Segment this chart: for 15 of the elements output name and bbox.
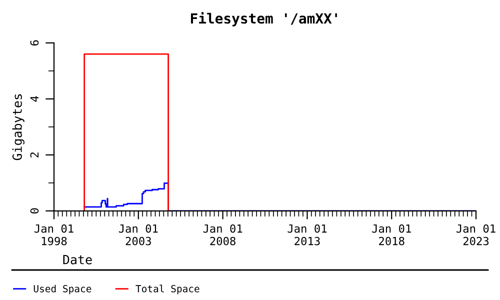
y-tick-label: 2 xyxy=(30,152,38,158)
y-tick-label: 0 xyxy=(30,208,39,214)
x-tick-label: Jan 01 2003 xyxy=(118,224,158,246)
y-axis-title: Gigabytes xyxy=(12,94,24,160)
x-tick-label: Jan 01 2023 xyxy=(456,224,496,246)
legend-label: Used Space xyxy=(34,284,92,294)
legend-label: Total Space xyxy=(136,284,200,294)
x-axis-title: Date xyxy=(63,255,92,264)
y-tick-label: 4 xyxy=(30,96,38,102)
x-tick-label: Jan 01 2018 xyxy=(372,224,411,246)
y-tick-label: 6 xyxy=(30,40,39,46)
chart-title: Filesystem '/amXX' xyxy=(190,12,337,26)
x-tick-label: Jan 01 2008 xyxy=(203,224,242,246)
x-tick-label: Jan 01 2013 xyxy=(288,224,327,246)
x-tick-label: Jan 01 1998 xyxy=(34,224,74,246)
